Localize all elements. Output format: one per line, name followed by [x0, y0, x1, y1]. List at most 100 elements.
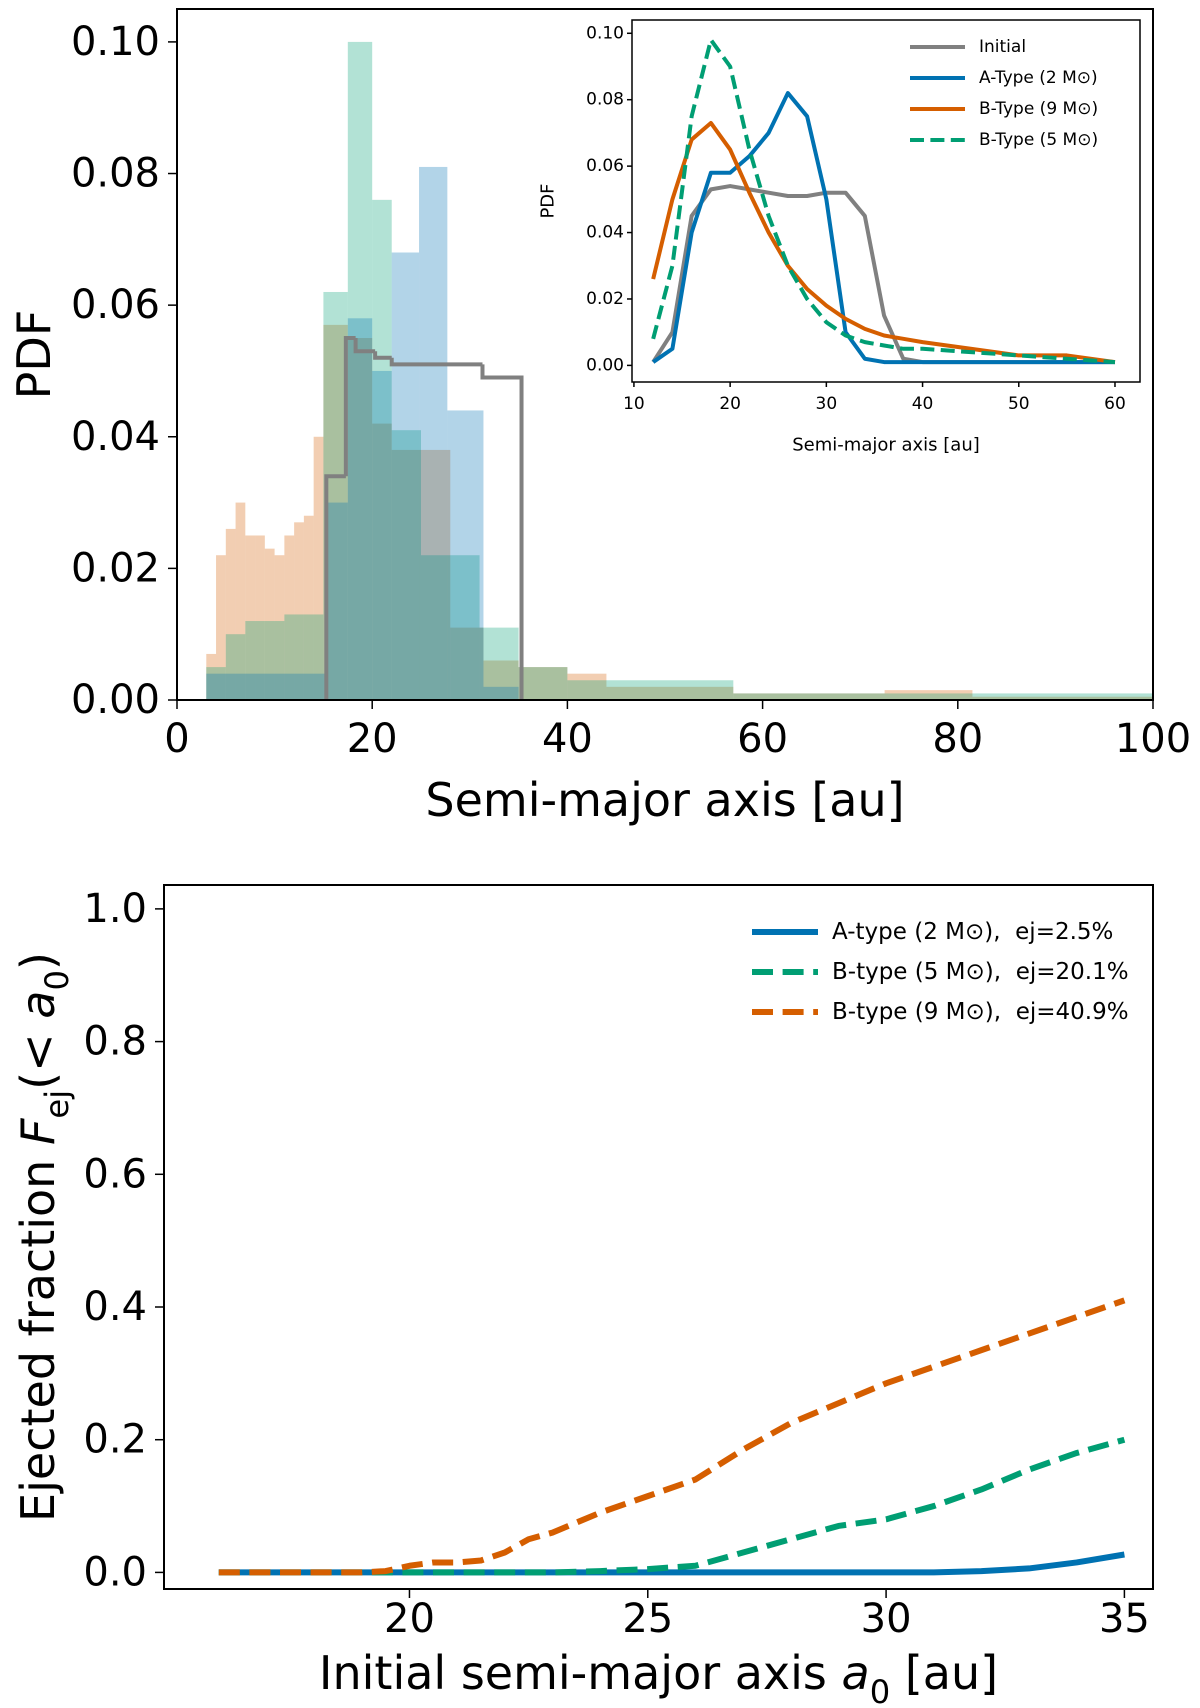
histogram-bar [447, 410, 484, 700]
histogram-step [389, 357, 483, 367]
histogram-bar [245, 621, 265, 700]
legend-label: B-type (5 M⊙), ej=20.1% [832, 959, 1129, 985]
y-tick-label: 0.10 [586, 23, 624, 43]
y-axis-label: PDF [7, 310, 61, 400]
histogram-bar [313, 436, 324, 700]
axes-frame [176, 8, 1154, 701]
histogram-step [373, 351, 392, 360]
histogram-bar [518, 667, 568, 700]
y-axis-label-part: Ejected fraction [11, 1145, 65, 1522]
histogram-bar [884, 690, 973, 700]
x-tick-label: 35 [1099, 1596, 1150, 1642]
x-tick-label: 50 [1008, 394, 1030, 414]
x-tick-label: 60 [1104, 394, 1126, 414]
legend-label: Initial [979, 37, 1026, 57]
x-tick-label: 60 [737, 716, 788, 762]
plot-area [218, 1297, 1126, 1576]
x-axis-label-part: Initial semi-major axis [319, 1646, 842, 1700]
histogram-bar [347, 318, 373, 700]
legend-label: B-Type (5 M⊙) [979, 130, 1098, 150]
x-tick-label: 20 [347, 716, 398, 762]
y-tick-label: 0.00 [586, 355, 624, 375]
histogram-bar [518, 667, 568, 700]
x-tick-label: 25 [622, 1596, 673, 1642]
histogram-bar [372, 423, 392, 700]
x-tick-label: 80 [932, 716, 983, 762]
histogram-bar [567, 673, 607, 700]
histogram-step [343, 336, 356, 477]
histogram-bar [972, 696, 1153, 700]
line-series [218, 1436, 1126, 1576]
x-tick-label: 30 [861, 1596, 912, 1642]
histogram-bar [483, 660, 519, 700]
axes-frame [163, 884, 1154, 1590]
x-tick-label: 30 [816, 394, 838, 414]
histogram-bar [372, 370, 392, 700]
y-tick-label: 0.04 [586, 223, 624, 243]
line-series [651, 120, 1116, 365]
line-series [652, 91, 1115, 365]
histogram-bar [567, 680, 734, 700]
y-tick-label: 0.2 [83, 1417, 147, 1463]
histogram-bar [216, 555, 226, 700]
y-axis-label-part: a [11, 990, 65, 1018]
legend-label: B-type (9 M⊙), ej=40.9% [832, 999, 1129, 1025]
x-axis-label: Semi-major axis [au] [792, 435, 980, 456]
histogram-bar [391, 449, 421, 700]
histogram-step [324, 474, 346, 700]
histogram-bar [255, 535, 265, 700]
y-axis-label-part: ej [38, 1090, 76, 1119]
histogram-bar [347, 338, 373, 700]
histogram-bar [264, 621, 285, 700]
histogram-bar [450, 555, 480, 700]
histogram-bar [479, 627, 519, 700]
x-axis-label: Semi-major axis [au] [425, 773, 904, 827]
histogram-bar [733, 693, 1153, 700]
histogram-bar [206, 653, 217, 700]
x-axis-label-part: [au] [890, 1646, 998, 1700]
axes-frame [631, 19, 1141, 383]
chart: 0 20 40 60 80 100 0.00 0.02 0.04 0.06 0.08 0.10 Semi… [7, 8, 1191, 827]
line-series [651, 37, 1116, 365]
y-tick-label: 0.10 [71, 19, 160, 65]
y-tick-label: 0.4 [83, 1284, 147, 1330]
y-tick-label: 0.06 [71, 282, 160, 328]
x-axis-label-part: 0 [870, 1673, 890, 1708]
y-axis-label-part: ) [11, 952, 65, 970]
x-tick-label: 100 [1115, 716, 1191, 762]
histogram-bar [372, 199, 392, 700]
y-tick-label: 0.6 [83, 1151, 147, 1197]
histogram-bar [206, 673, 327, 700]
plot-area [206, 41, 1153, 700]
y-axis-label: PDF [538, 183, 559, 218]
histogram-bar [284, 535, 295, 700]
legend-label: A-Type (2 M⊙) [979, 68, 1098, 88]
histogram-bar [264, 548, 275, 700]
y-axis-label-part: (< [11, 1019, 65, 1090]
x-axis-label: Initial semi-major axis a0 [au] [319, 1646, 998, 1708]
chart: 20 25 30 35 0.0 0.2 0.4 0.6 0.8 1.0 Initial semi-m… [11, 884, 1154, 1708]
histogram-bar [733, 693, 885, 700]
y-tick-label: 0.04 [71, 414, 160, 460]
histogram-bar [326, 502, 348, 700]
y-tick-label: 0.02 [586, 289, 624, 309]
histogram-bar [450, 627, 484, 700]
y-tick-label: 0.02 [71, 545, 160, 591]
y-tick-label: 0.08 [586, 90, 624, 110]
histogram-bar [391, 430, 421, 700]
x-tick-label: 0 [164, 716, 189, 762]
x-tick-label: 40 [542, 716, 593, 762]
chart: 10 20 30 40 50 60 0.00 0.02 0.04 0.06 0.08 0.10 Semi… [538, 19, 1141, 456]
histogram-step [480, 364, 524, 700]
histogram-step [353, 338, 376, 354]
y-tick-label: 0.06 [586, 156, 624, 176]
y-tick-label: 0.08 [71, 151, 160, 197]
line-series [218, 1297, 1126, 1576]
histogram-bar [391, 252, 420, 700]
histogram-bar [303, 614, 324, 700]
histogram-bar [421, 449, 451, 700]
histogram-bar [284, 614, 304, 700]
histogram-bar [225, 634, 246, 700]
